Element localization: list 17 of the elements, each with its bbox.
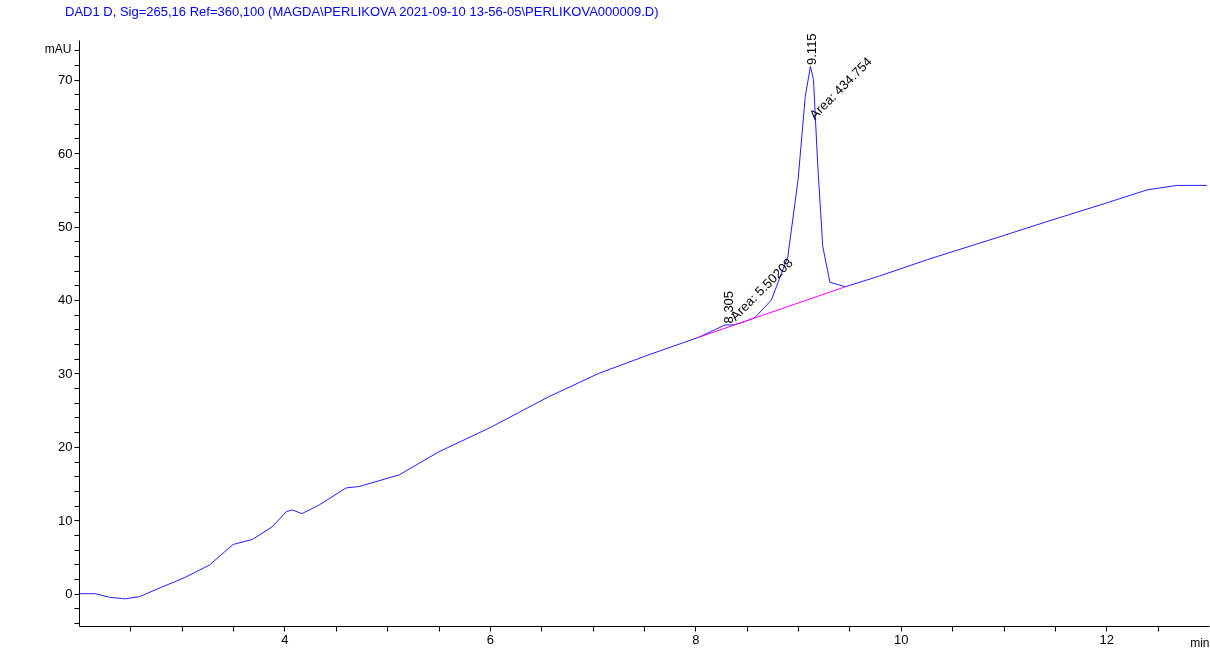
x-axis-title: min: [1190, 635, 1210, 650]
y-tick-label: 0: [65, 586, 73, 602]
y-tick-label: 60: [58, 145, 73, 161]
chart-title: DAD1 D, Sig=265,16 Ref=360,100 (MAGDA\PERLIKOVA 2021-09-10 13-56-05\PERLIKOVA000009.D): [65, 4, 659, 20]
y-tick-label: 10: [58, 512, 73, 528]
y-tick-label: 70: [58, 72, 73, 88]
annotation: 9.115: [803, 33, 819, 65]
y-tick-label: 30: [58, 365, 73, 381]
y-tick-label: 50: [58, 219, 73, 235]
y-axis-title: mAU: [44, 41, 72, 56]
x-tick-label: 10: [894, 631, 909, 647]
y-tick-label: 40: [58, 292, 73, 308]
x-tick-label: 12: [1099, 631, 1115, 647]
x-tick-label: 4: [281, 631, 289, 647]
x-tick-label: 8: [692, 631, 700, 647]
y-tick-label: 20: [58, 439, 73, 455]
x-tick-label: 6: [486, 631, 495, 647]
